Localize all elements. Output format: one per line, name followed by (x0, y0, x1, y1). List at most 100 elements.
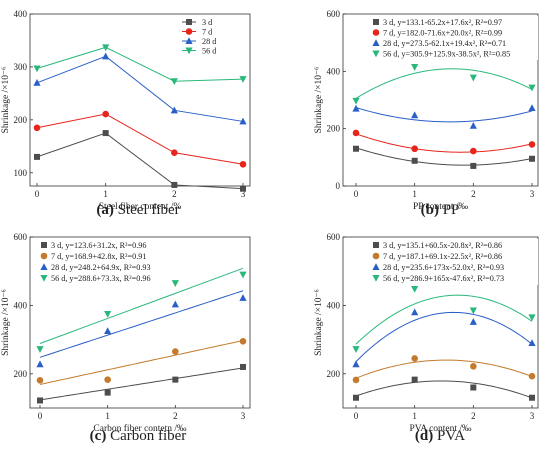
data-point (171, 280, 179, 287)
y-tick-label: 600 (14, 232, 28, 242)
data-point (172, 376, 179, 383)
data-point (528, 314, 536, 322)
data-point (172, 348, 179, 355)
series-56d (36, 267, 247, 353)
fit-curve (39, 290, 244, 358)
legend-label: 56 d, y=286.9+165x-47.6x², R²=0.73 (383, 274, 504, 283)
data-point (171, 149, 178, 156)
series-3d (353, 376, 535, 401)
fit-curve (39, 340, 244, 385)
legend-marker (373, 19, 379, 25)
panel-caption-letter: (a) (96, 202, 114, 218)
x-tick-label: 0 (38, 411, 43, 421)
y-axis-label: Shrinkage /×10⁻⁶ (1, 67, 11, 134)
data-point (469, 307, 477, 315)
data-point (411, 64, 419, 71)
panel-caption: (d) PVA (415, 428, 465, 444)
data-point (528, 104, 536, 112)
chart-panel-4: 200 400 600 0 1 2 3 PVA content /‰ Shrinkage /×1… (314, 232, 539, 444)
series-line (36, 113, 244, 165)
data-point (33, 124, 41, 132)
data-point (239, 338, 247, 345)
y-tick-label: 200 (14, 115, 28, 125)
data-point (352, 360, 360, 368)
panel-caption-letter: (c) (90, 428, 107, 444)
legend-label: 28 d (202, 37, 216, 46)
legend-marker (40, 275, 48, 282)
data-point (239, 294, 247, 301)
series-7d (352, 129, 536, 155)
plot-frame (29, 13, 251, 187)
legend-item: 3 d, y=123.6+31.2x, R²=0.96 (41, 241, 146, 250)
x-axis-label: PVA content /‰ (409, 424, 472, 434)
plot-frame (342, 13, 539, 187)
legend-marker (186, 19, 192, 25)
legend-item: 28 d, y=273.5-62.1x+19.4x², R²=0.71 (372, 39, 506, 48)
series-3d (37, 363, 246, 404)
series-56d (33, 44, 247, 86)
x-axis-label: Steel fiber content /% (99, 201, 182, 212)
y-tick-label: 200 (327, 369, 341, 379)
data-point (470, 147, 477, 155)
legend-label: 28 d, y=248.2+64.9x, R²=0.93 (51, 263, 151, 272)
data-point (528, 141, 536, 148)
data-point (353, 145, 359, 152)
data-point (170, 106, 178, 114)
y-tick-label: 100 (14, 168, 28, 178)
legend-marker (372, 39, 380, 46)
panel-caption: (b) PP (421, 202, 460, 218)
data-point (239, 76, 247, 83)
series-28d (352, 308, 536, 368)
legend-box (40, 239, 170, 285)
data-point (36, 346, 44, 353)
y-tick-label: 300 (14, 62, 28, 72)
data-point (240, 185, 246, 192)
fit-curve (355, 311, 533, 362)
legend-label: 56 d, y=288.6+73.3x, R²=0.96 (51, 274, 151, 283)
data-point (529, 155, 535, 162)
series-line (36, 55, 244, 122)
fit-curve (355, 107, 533, 123)
y-tick-label: 600 (327, 232, 341, 242)
series-3d (353, 145, 535, 169)
series-28d (352, 104, 536, 129)
data-point (470, 384, 477, 391)
x-tick-label: 2 (471, 189, 476, 199)
legend-marker (185, 28, 193, 35)
data-point (102, 52, 110, 60)
panel-caption: (c) Carbon fiber (90, 428, 187, 444)
data-point (170, 78, 178, 86)
x-tick-label: 0 (354, 189, 359, 199)
panel-caption-text: Carbon fiber (106, 428, 186, 444)
x-tick-label: 0 (35, 189, 40, 199)
data-point (171, 181, 178, 188)
y-tick-label: 200 (327, 124, 341, 134)
data-point (104, 327, 112, 335)
legend-label: 7 d, y=187.1+69.1x-22.5x², R²=0.86 (383, 252, 502, 261)
data-point (239, 117, 247, 125)
legend-label: 28 d, y=235.6+173x-52.0x², R²=0.93 (383, 263, 504, 272)
x-tick-label: 1 (412, 189, 417, 199)
x-tick-label: 0 (354, 411, 359, 421)
legend-box (372, 16, 538, 60)
series-28d (36, 290, 247, 368)
legend-label: 3 d, y=123.6+31.2x, R²=0.96 (51, 241, 146, 250)
data-point (528, 372, 536, 380)
legend-marker (372, 275, 380, 282)
data-point (469, 318, 477, 325)
legend-label: 56 d (202, 47, 216, 56)
x-tick-label: 1 (105, 411, 110, 421)
y-tick-label: 0 (336, 181, 341, 191)
fit-curve (355, 380, 533, 399)
data-point (36, 360, 44, 368)
legend-marker (40, 252, 48, 260)
fit-curve (355, 294, 533, 345)
data-point (470, 162, 477, 169)
fit-curve (355, 359, 533, 379)
legend-item: 7 d, y=168.9+42.8x, R²=0.91 (40, 252, 146, 261)
legend-marker (372, 29, 380, 36)
legend-item: 7 d, y=182.0-71.6x+20.0x², R²=0.99 (372, 29, 502, 38)
x-axis-label: PP content /‰ (413, 202, 469, 212)
data-point (34, 153, 40, 160)
